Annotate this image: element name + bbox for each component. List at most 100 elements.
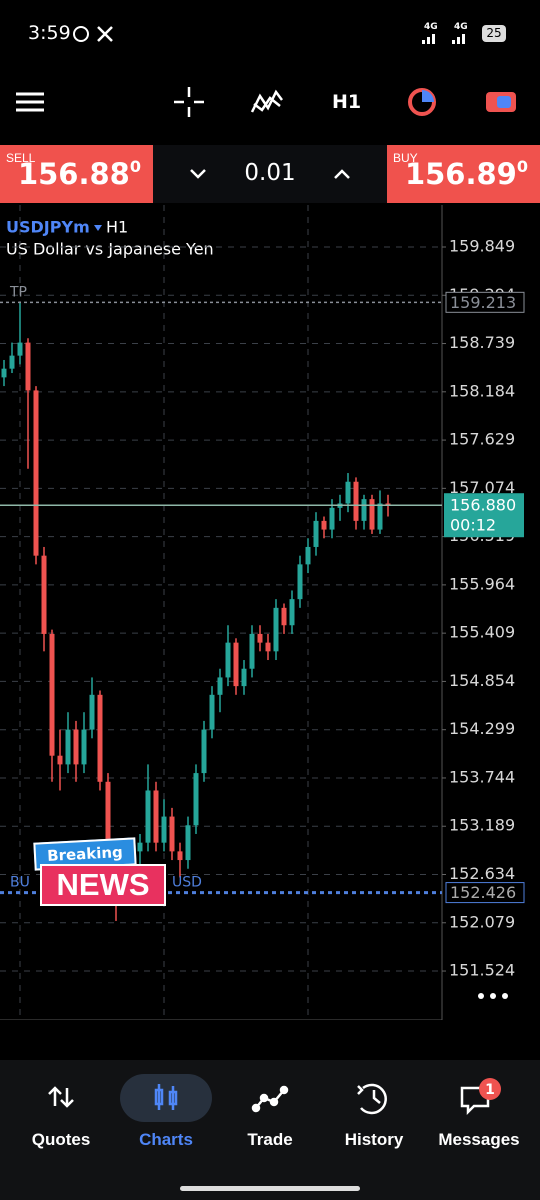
clock: 3:59 — [28, 22, 71, 44]
sell-label: SELL — [6, 151, 36, 165]
nav-charts[interactable]: Charts — [112, 1060, 220, 1170]
candle-body — [137, 842, 143, 852]
nav-label: History — [344, 1130, 404, 1149]
nav-label: Charts — [139, 1130, 193, 1149]
candle-body — [217, 677, 223, 695]
nav-label: Messages — [438, 1130, 520, 1149]
candle-body — [313, 520, 319, 547]
y-tick-label: 152.079 — [449, 912, 515, 931]
candle-body — [209, 694, 215, 730]
symbol-dropdown[interactable] — [94, 225, 102, 231]
timeframe-button[interactable]: H1 — [332, 91, 362, 113]
nav-trade[interactable]: Trade — [216, 1060, 324, 1170]
buy-price-sup: 0 — [516, 157, 528, 176]
status-icons — [73, 26, 113, 42]
active-tab-pill — [120, 1074, 212, 1122]
quotes-icon — [48, 1086, 74, 1108]
buy-price-main: 156.89 — [404, 157, 517, 191]
menu-button[interactable] — [16, 92, 44, 112]
more-button[interactable] — [478, 993, 508, 999]
nav-label: Quotes — [31, 1130, 91, 1149]
battery-level: 25 — [486, 26, 502, 40]
sell-button[interactable]: SELL 156.880 — [0, 145, 153, 203]
volume-control: 0.01 — [153, 145, 387, 203]
take-profit-tag — [445, 291, 525, 313]
history-icon — [357, 1083, 387, 1115]
volume-arrows — [190, 169, 350, 179]
candle-body — [17, 342, 23, 356]
candle-body — [249, 633, 255, 669]
network-label: 4G — [424, 22, 438, 32]
candle-body — [377, 503, 383, 530]
news-line-2: NEWS — [56, 867, 150, 902]
indicators-button[interactable] — [250, 89, 283, 113]
candle-body — [25, 342, 31, 391]
increase-volume[interactable] — [334, 169, 350, 179]
buy-level-price: 152.426 — [450, 883, 516, 902]
y-tick-label: 153.744 — [449, 767, 515, 786]
signal-icons — [422, 34, 465, 44]
candle-body — [281, 607, 287, 626]
nav-label: Trade — [247, 1130, 293, 1149]
buy-level-label: BU — [10, 875, 30, 891]
buy-level-tag — [445, 882, 525, 904]
chart-timeframe: H1 — [106, 218, 128, 237]
candle-body — [265, 642, 271, 652]
y-tick-label: 155.964 — [449, 574, 515, 593]
candle-body — [257, 633, 263, 643]
candle-body — [329, 507, 335, 530]
volume-value[interactable]: 0.01 — [244, 160, 296, 186]
status-bar: 3:59 4G 4G 25 — [0, 0, 540, 60]
nav-history[interactable]: History — [320, 1060, 428, 1170]
current-price-label: 156.880 — [450, 496, 516, 515]
candle-body — [65, 729, 71, 765]
candle-body — [305, 546, 311, 565]
symbol-description: US Dollar vs Japanese Yen — [6, 240, 214, 259]
y-tick-label: 154.854 — [449, 671, 515, 690]
nav-quotes[interactable]: Quotes — [7, 1060, 115, 1170]
candle-body — [81, 729, 87, 765]
news-badge[interactable]: Breaking NEWS — [33, 837, 166, 906]
account-button[interactable] — [486, 92, 516, 112]
buy-level-suffix: USD — [172, 875, 202, 891]
y-tick-label: 158.739 — [449, 333, 515, 352]
candle-body — [185, 825, 191, 861]
y-tick-label: 157.074 — [449, 478, 515, 497]
y-tick-label: 159.849 — [449, 237, 515, 256]
take-profit-price: 159.213 — [450, 293, 516, 312]
trade-level-button[interactable] — [408, 88, 436, 116]
symbol: USDJPYm — [6, 218, 90, 237]
toolbar-icons — [16, 87, 516, 117]
bottom-nav: 1 Quotes Charts Trade History Messages — [0, 1060, 540, 1200]
take-profit-label: TP — [9, 284, 27, 300]
buy-price: 156.890 — [405, 157, 528, 191]
candle-body — [369, 499, 375, 530]
candle-body — [345, 481, 351, 504]
nav-messages[interactable]: Messages — [425, 1060, 533, 1170]
candle-body — [89, 694, 95, 730]
sell-price-main: 156.88 — [17, 157, 130, 191]
candle-body — [41, 555, 47, 634]
crosshair-button[interactable] — [174, 87, 204, 117]
sell-price: 156.880 — [18, 157, 141, 191]
messages-badge: 1 — [485, 1082, 495, 1098]
candle-body — [225, 642, 231, 678]
decrease-volume[interactable] — [190, 169, 206, 179]
bar-countdown: 00:12 — [450, 516, 496, 535]
nav-icons: 1 — [48, 1078, 501, 1116]
candles — [1, 302, 391, 921]
toolbar: H1 — [0, 60, 540, 142]
price-chart[interactable]: USDJPYm H1 US Dollar vs Japanese Yen 159… — [0, 205, 540, 1020]
buy-button[interactable]: BUY 156.890 — [387, 145, 540, 203]
network-label: 4G — [454, 22, 468, 32]
candle-body — [177, 851, 183, 861]
candle-body — [1, 368, 7, 378]
candle-body — [145, 790, 151, 843]
sell-price-sup: 0 — [129, 157, 141, 176]
candle-body — [353, 481, 359, 521]
candle-body — [153, 790, 159, 843]
candle-body — [233, 642, 239, 687]
y-tick-label: 151.524 — [449, 961, 515, 980]
